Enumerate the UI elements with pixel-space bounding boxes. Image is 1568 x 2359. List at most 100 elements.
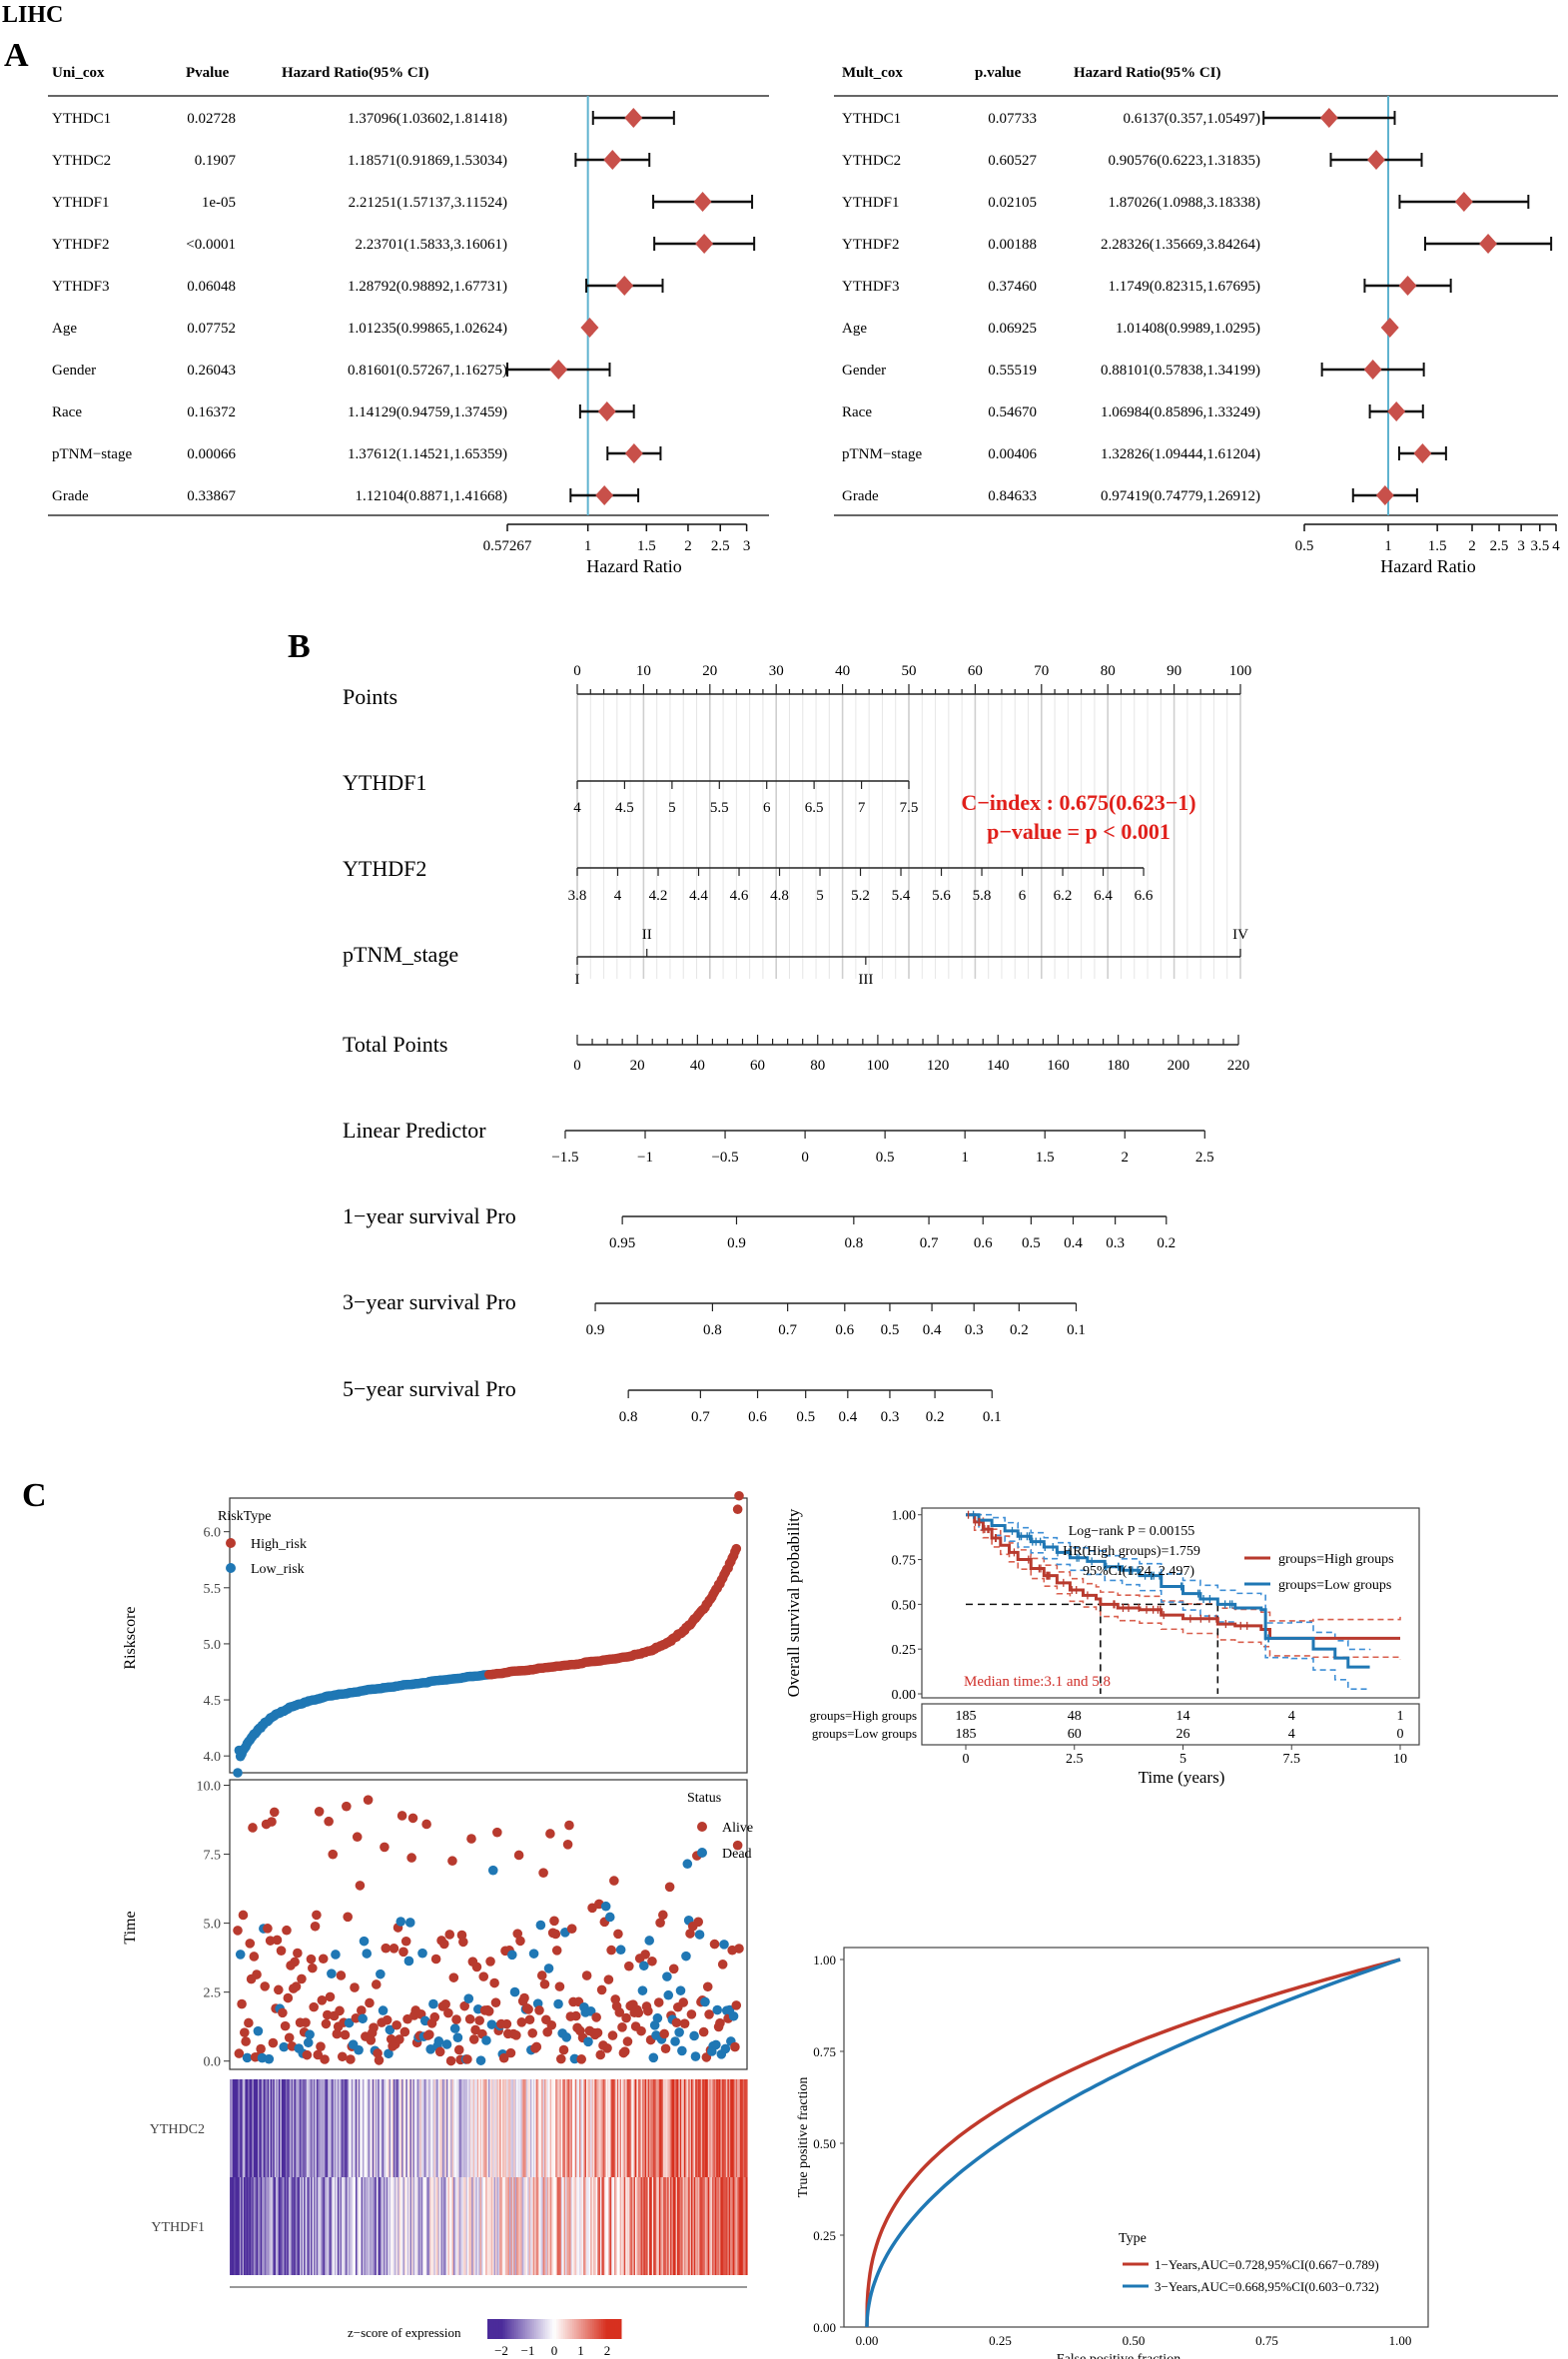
legend-gradient-segment <box>502 2319 506 2339</box>
heatmap-cell-ythdc2 <box>657 2079 660 2177</box>
heatmap-cell-ythdc2 <box>318 2079 321 2177</box>
heatmap-cell-ythdf1 <box>248 2177 251 2275</box>
status-point-alive <box>531 2041 542 2052</box>
y-tick-label: 4.0 <box>204 1750 222 1765</box>
heatmap-cell-ythdc2 <box>497 2079 500 2177</box>
row-name: YTHDF2 <box>842 237 900 253</box>
heatmap-cell-ythdc2 <box>503 2079 506 2177</box>
heatmap-cell-ythdc2 <box>284 2079 287 2177</box>
heatmap-cell-ythdc2 <box>734 2079 737 2177</box>
hr-diamond <box>1413 443 1432 463</box>
heatmap-cell-ythdf1 <box>328 2177 330 2275</box>
legend-gradient-segment <box>578 2319 582 2339</box>
heatmap-cell-ythdf1 <box>273 2177 276 2275</box>
status-point-dead <box>600 1901 611 1912</box>
score-tick-label: 0.7 <box>691 1409 710 1425</box>
status-point-alive <box>317 1995 328 2005</box>
status-point-alive <box>564 1820 574 1831</box>
risk-table-value: 26 <box>1176 1727 1190 1742</box>
heatmap-cell-ythdc2 <box>597 2079 600 2177</box>
heatmap-cell-ythdc2 <box>496 2079 499 2177</box>
heatmap-cell-ythdf1 <box>670 2177 672 2275</box>
legend-gradient-segment <box>554 2319 557 2339</box>
status-point-dead <box>604 1912 615 1923</box>
heatmap-cell-ythdf1 <box>714 2177 717 2275</box>
status-point-dead <box>561 2032 572 2042</box>
heatmap-cell-ythdc2 <box>425 2079 427 2177</box>
heatmap-cell-ythdc2 <box>674 2079 677 2177</box>
heatmap-cell-ythdc2 <box>297 2079 300 2177</box>
heatmap-cell-ythdf1 <box>316 2177 319 2275</box>
status-point-alive <box>400 1936 411 1947</box>
heatmap-cell-ythdc2 <box>664 2079 667 2177</box>
heatmap-cell-ythdc2 <box>650 2079 653 2177</box>
legend-gradient-segment <box>591 2319 595 2339</box>
status-point-dead <box>327 1968 337 1978</box>
status-point-alive <box>562 1840 573 1850</box>
status-point-alive <box>647 1956 657 1966</box>
status-point-dead <box>303 2037 314 2048</box>
legend-gradient-segment <box>507 2319 510 2339</box>
hr-diamond <box>1363 360 1382 380</box>
x-axis-label: Hazard Ratio <box>1380 556 1475 576</box>
heatmap-cell-ythdc2 <box>273 2079 276 2177</box>
heatmap-cell-ythdf1 <box>485 2177 488 2275</box>
heatmap-cell-ythdc2 <box>251 2079 253 2177</box>
status-point-alive <box>679 2018 690 2028</box>
status-point-alive <box>715 2017 725 2028</box>
hr-diamond <box>695 234 714 254</box>
heatmap-cell-ythdf1 <box>699 2177 702 2275</box>
roc-curve-1yr <box>865 1958 1401 2328</box>
risk-table-value: 185 <box>956 1727 977 1742</box>
heatmap-cell-ythdc2 <box>326 2079 329 2177</box>
score-tick-label: 0.1 <box>1067 1322 1086 1338</box>
heatmap-cell-ythdf1 <box>696 2177 699 2275</box>
heatmap-cell-ythdf1 <box>532 2177 535 2275</box>
y-tick-label: 0.25 <box>813 2228 836 2243</box>
heatmap-cell-ythdc2 <box>283 2079 286 2177</box>
status-point-alive <box>685 1929 695 1939</box>
heatmap-cell-ythdc2 <box>534 2079 537 2177</box>
score-tick-label: 0.95 <box>609 1235 635 1251</box>
heatmap-cell-ythdc2 <box>340 2079 343 2177</box>
heatmap-cell-ythdc2 <box>319 2079 322 2177</box>
heatmap-cell-ythdc2 <box>538 2079 541 2177</box>
heatmap-cell-ythdf1 <box>258 2177 260 2275</box>
status-point-alive <box>546 2019 557 2030</box>
heatmap-cell-ythdc2 <box>567 2079 570 2177</box>
heatmap-cell-ythdf1 <box>441 2177 444 2275</box>
row-name: YTHDC2 <box>842 153 901 169</box>
heatmap-cell-ythdf1 <box>241 2177 244 2275</box>
heatmap-cell-ythdc2 <box>329 2079 332 2177</box>
heatmap-cell-ythdc2 <box>279 2079 281 2177</box>
heatmap-cell-ythdf1 <box>392 2177 394 2275</box>
heatmap-cell-ythdc2 <box>520 2079 523 2177</box>
legend-high-marker <box>226 1538 236 1548</box>
row-pvalue: <0.0001 <box>186 237 236 253</box>
y-tick-label: 0.50 <box>813 2136 836 2151</box>
heatmap-cell-ythdf1 <box>744 2177 747 2275</box>
status-point-alive <box>406 1853 416 1863</box>
heatmap-cell-ythdc2 <box>245 2079 248 2177</box>
heatmap-cell-ythdc2 <box>323 2079 326 2177</box>
legend-gradient-segment <box>598 2319 602 2339</box>
heatmap-cell-ythdf1 <box>618 2177 621 2275</box>
nomogram-row-label: Linear Predictor <box>343 1118 486 1143</box>
heatmap-cell-ythdc2 <box>280 2079 283 2177</box>
heatmap-cell-ythdf1 <box>486 2177 489 2275</box>
heatmap-cell-ythdf1 <box>537 2177 539 2275</box>
status-point-dead <box>404 1918 415 1928</box>
heatmap-cell-ythdc2 <box>506 2079 509 2177</box>
heatmap-cell-ythdf1 <box>726 2177 728 2275</box>
heatmap-cell-ythdc2 <box>668 2079 671 2177</box>
heatmap-cell-ythdf1 <box>457 2177 460 2275</box>
heatmap-cell-ythdf1 <box>707 2177 710 2275</box>
heatmap-cell-ythdf1 <box>458 2177 461 2275</box>
heatmap-cell-ythdf1 <box>284 2177 287 2275</box>
heatmap-cell-ythdf1 <box>724 2177 727 2275</box>
status-point-dead <box>449 2023 460 2033</box>
score-tick-label: 0.3 <box>881 1409 900 1425</box>
heatmap-cell-ythdc2 <box>357 2079 360 2177</box>
score-tick-label: 0.6 <box>748 1409 767 1425</box>
heatmap-cell-ythdc2 <box>291 2079 294 2177</box>
